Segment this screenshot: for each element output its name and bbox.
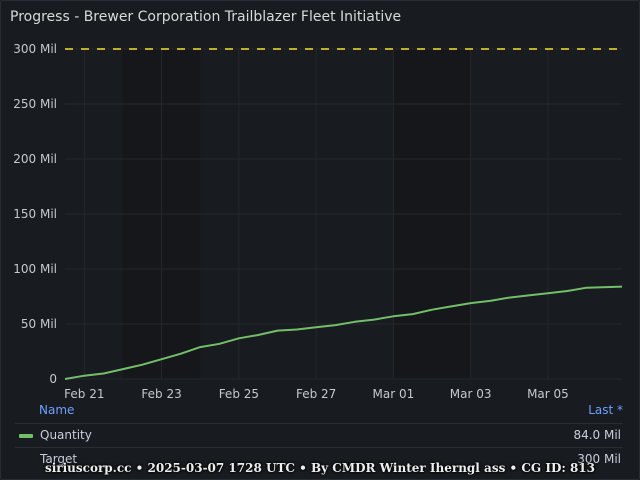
x-tick-label: Mar 05 <box>527 387 569 401</box>
y-tick-label: 50 Mil <box>21 317 57 331</box>
legend-header: Name Last * <box>39 403 623 419</box>
x-tick-label: Feb 23 <box>141 387 181 401</box>
legend-series-name[interactable]: Quantity <box>40 428 92 442</box>
x-tick-label: Feb 21 <box>64 387 104 401</box>
grid-lines <box>65 48 622 380</box>
series-line-quantity <box>64 285 623 380</box>
legend-header-name[interactable]: Name <box>39 403 75 417</box>
series-color-swatch <box>19 434 33 438</box>
line-chart: 0 50 Mil 100 Mil 150 Mil 200 Mil 250 Mil 300 M… <box>13 42 623 401</box>
y-tick-label: 250 Mil <box>13 97 57 111</box>
y-tick-label: 100 Mil <box>13 262 57 276</box>
y-tick-label: 0 <box>49 372 57 386</box>
y-tick-label: 150 Mil <box>13 207 57 221</box>
x-tick-label: Feb 27 <box>296 387 336 401</box>
x-tick-label: Mar 03 <box>450 387 492 401</box>
legend-row-target[interactable]: Target 300 Mil <box>15 447 623 470</box>
panel-title[interactable]: Progress - Brewer Corporation Trailblaze… <box>10 9 402 25</box>
legend-series-name[interactable]: Target <box>40 452 78 466</box>
footer-watermark: siriuscorp.cc • 2025-03-07 1728 UTC • By… <box>44 461 596 475</box>
legend-series-last-value: 84.0 Mil <box>573 428 621 442</box>
legend-header-last[interactable]: Last * <box>588 403 623 417</box>
y-tick-label: 200 Mil <box>13 152 57 166</box>
x-axis-ticks: Feb 21 Feb 23 Feb 25 Feb 27 Mar 01 Mar 03 Mar … <box>64 387 569 401</box>
legend-series-last-value: 300 Mil <box>577 452 621 466</box>
series-lines <box>64 48 623 380</box>
y-tick-label: 300 Mil <box>13 42 57 56</box>
x-tick-label: Feb 25 <box>219 387 259 401</box>
x-tick-label: Mar 01 <box>373 387 415 401</box>
y-axis-ticks: 0 50 Mil 100 Mil 150 Mil 200 Mil 250 Mil 300 M… <box>13 42 57 386</box>
legend-row-quantity[interactable]: Quantity 84.0 Mil <box>15 423 623 446</box>
